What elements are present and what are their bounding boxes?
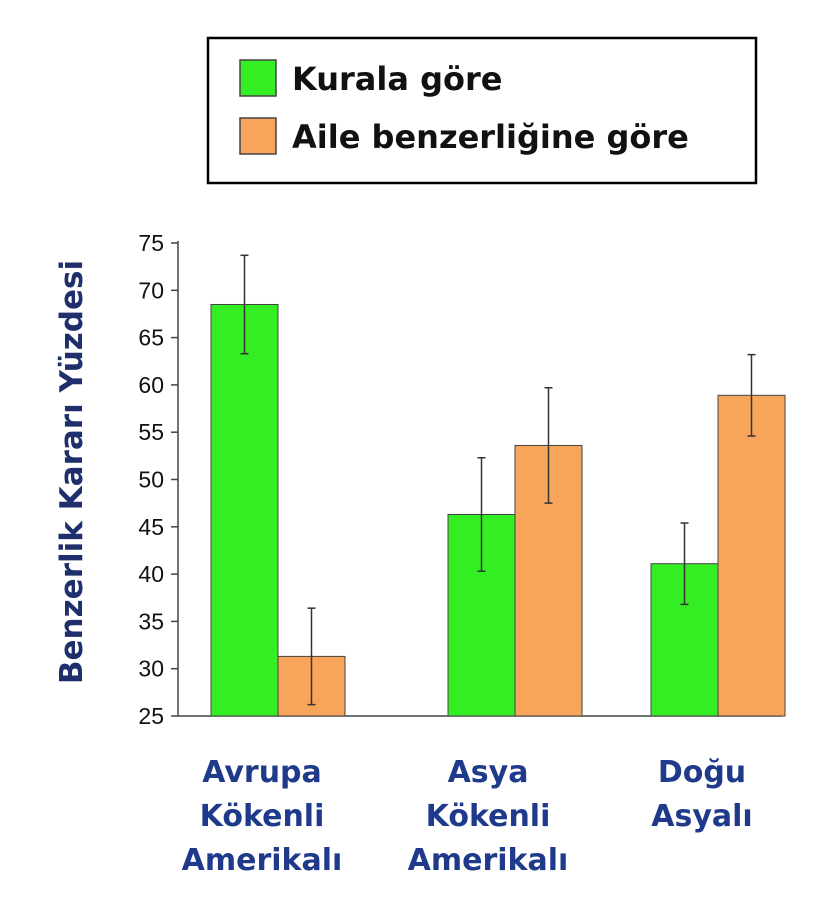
x-category-label-line: Kökenli bbox=[426, 799, 551, 834]
x-category-label-1: Asya Kökenli Amerikalı bbox=[408, 755, 569, 878]
y-tick-label: 25 bbox=[138, 703, 164, 729]
x-category-label-line: Amerikalı bbox=[182, 843, 343, 878]
x-category-label-0: Avrupa Kökenli Amerikalı bbox=[182, 755, 343, 878]
y-tick-label: 30 bbox=[138, 656, 164, 682]
x-category-label-line: Doğu bbox=[658, 755, 746, 790]
legend-swatch-series-0 bbox=[239, 59, 277, 97]
error-bars bbox=[240, 254, 756, 706]
y-tick-label: 60 bbox=[138, 372, 164, 398]
legend-swatch-series-1 bbox=[239, 117, 277, 155]
y-tick-label: 45 bbox=[138, 514, 164, 540]
x-category-label-line: Avrupa bbox=[202, 755, 322, 790]
legend-label-series-0: Kurala göre bbox=[292, 60, 502, 98]
y-axis-label: Benzerlik Kararı Yüzdesi bbox=[54, 260, 90, 684]
x-category-label-line: Asya bbox=[448, 755, 529, 790]
x-category-label-line: Amerikalı bbox=[408, 843, 569, 878]
x-category-label-line: Kökenli bbox=[200, 799, 325, 834]
y-tick-label: 50 bbox=[138, 467, 164, 493]
y-tick-label: 35 bbox=[138, 608, 164, 634]
bar-0-0 bbox=[210, 303, 279, 717]
bar-1-2 bbox=[717, 394, 786, 717]
y-axis: 25 30 35 40 45 50 55 60 65 70 75 bbox=[138, 230, 179, 729]
x-category-label-line: Asyalı bbox=[651, 799, 752, 834]
legend-label-series-1: Aile benzerliğine göre bbox=[292, 118, 689, 156]
legend: Kurala göre Aile benzerliğine göre bbox=[206, 36, 758, 185]
bars bbox=[210, 303, 786, 717]
legend-box bbox=[206, 36, 758, 185]
y-tick-label: 40 bbox=[138, 561, 164, 587]
y-tick-label: 65 bbox=[138, 325, 164, 351]
category-labels: Avrupa Kökenli Amerikalı Asya Kökenli Amerika… bbox=[182, 755, 753, 878]
y-tick-label: 75 bbox=[138, 230, 164, 256]
y-tick-label: 70 bbox=[138, 277, 164, 303]
y-tick-label: 55 bbox=[138, 419, 164, 445]
x-category-label-2: Doğu Asyalı bbox=[651, 755, 752, 834]
